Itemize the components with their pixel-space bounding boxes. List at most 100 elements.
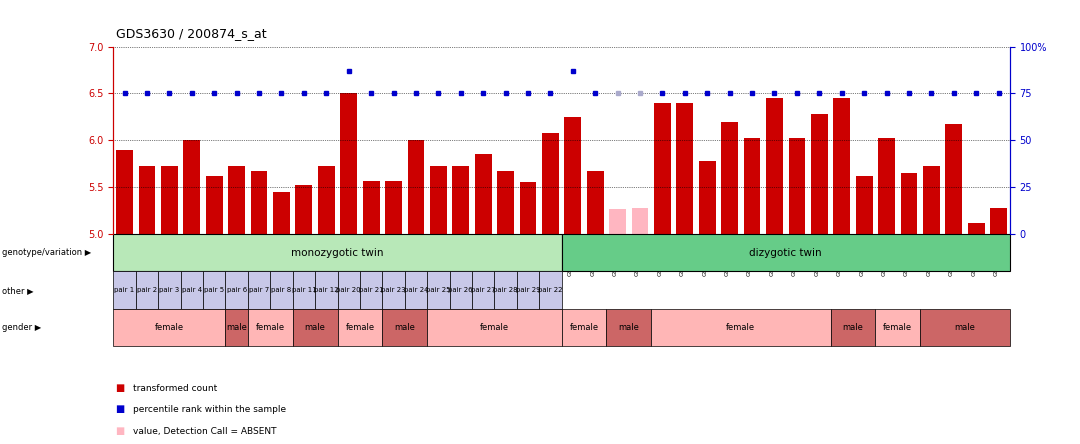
Text: female: female — [346, 323, 375, 332]
Bar — [945, 124, 962, 234]
Bar — [386, 182, 402, 234]
Text: pair 4: pair 4 — [181, 287, 202, 293]
Bar — [273, 192, 289, 234]
Bar — [766, 98, 783, 234]
Bar — [407, 140, 424, 234]
Text: male: male — [842, 323, 863, 332]
Text: male: male — [955, 323, 975, 332]
Bar — [744, 139, 760, 234]
Bar — [565, 117, 581, 234]
Bar — [517, 271, 539, 309]
Bar — [430, 166, 447, 234]
Bar — [363, 181, 379, 234]
Bar — [651, 309, 831, 346]
Bar — [296, 185, 312, 234]
Bar — [542, 133, 558, 234]
Bar — [472, 271, 495, 309]
Text: pair 20: pair 20 — [336, 287, 361, 293]
Text: pair 11: pair 11 — [292, 287, 316, 293]
Bar — [117, 150, 133, 234]
Text: male: male — [305, 323, 325, 332]
Bar — [184, 140, 200, 234]
Text: pair 22: pair 22 — [538, 287, 563, 293]
Bar — [360, 271, 382, 309]
Bar — [382, 309, 428, 346]
Bar — [251, 171, 268, 234]
Text: pair 28: pair 28 — [494, 287, 518, 293]
Bar — [428, 309, 562, 346]
Bar — [923, 166, 940, 234]
Text: male: male — [619, 323, 639, 332]
Text: pair 1: pair 1 — [114, 287, 135, 293]
Text: pair 12: pair 12 — [314, 287, 339, 293]
Text: male: male — [226, 323, 247, 332]
Text: pair 5: pair 5 — [204, 287, 225, 293]
Bar — [293, 271, 315, 309]
Text: female: female — [256, 323, 285, 332]
Bar — [428, 271, 449, 309]
Text: pair 23: pair 23 — [381, 287, 406, 293]
Bar — [228, 166, 245, 234]
Bar — [453, 166, 469, 234]
Bar — [113, 309, 226, 346]
Bar — [475, 155, 491, 234]
Text: female: female — [480, 323, 509, 332]
Bar — [834, 98, 850, 234]
Bar — [226, 309, 247, 346]
Bar — [831, 309, 876, 346]
Bar — [161, 166, 178, 234]
Text: pair 21: pair 21 — [359, 287, 383, 293]
Bar — [270, 271, 293, 309]
Bar — [248, 271, 270, 309]
Bar — [721, 122, 738, 234]
Bar — [586, 171, 604, 234]
Text: genotype/variation ▶: genotype/variation ▶ — [2, 248, 92, 257]
Bar — [113, 234, 562, 271]
Text: pair 7: pair 7 — [249, 287, 269, 293]
Text: GDS3630 / 200874_s_at: GDS3630 / 200874_s_at — [116, 27, 266, 40]
Bar — [676, 103, 693, 234]
Bar — [206, 176, 222, 234]
Text: pair 6: pair 6 — [227, 287, 246, 293]
Bar — [811, 114, 827, 234]
Bar — [901, 173, 917, 234]
Text: pair 3: pair 3 — [160, 287, 179, 293]
Text: pair 26: pair 26 — [448, 287, 473, 293]
Bar — [609, 209, 626, 234]
Bar — [539, 271, 562, 309]
Bar — [519, 182, 537, 234]
Bar — [699, 161, 716, 234]
Text: ■: ■ — [116, 383, 125, 393]
Bar — [788, 139, 806, 234]
Bar — [382, 271, 405, 309]
Text: female: female — [154, 323, 184, 332]
Bar — [226, 271, 247, 309]
Text: pair 27: pair 27 — [471, 287, 496, 293]
Bar — [136, 271, 158, 309]
Text: pair 29: pair 29 — [515, 287, 540, 293]
Text: pair 25: pair 25 — [427, 287, 450, 293]
Text: monozygotic twin: monozygotic twin — [292, 248, 383, 258]
Bar — [632, 208, 648, 234]
Bar — [878, 139, 895, 234]
Bar — [203, 271, 226, 309]
Bar — [318, 166, 335, 234]
Bar — [337, 309, 382, 346]
Bar — [337, 271, 360, 309]
Text: other ▶: other ▶ — [2, 285, 33, 295]
Bar — [607, 309, 651, 346]
Text: female: female — [727, 323, 755, 332]
Text: pair 2: pair 2 — [137, 287, 157, 293]
Bar — [113, 271, 136, 309]
Text: pair 8: pair 8 — [271, 287, 292, 293]
Bar — [158, 271, 180, 309]
Bar — [495, 271, 516, 309]
Bar — [876, 309, 920, 346]
Bar — [855, 176, 873, 234]
Bar — [138, 166, 156, 234]
Text: female: female — [883, 323, 913, 332]
Bar — [990, 208, 1007, 234]
Text: percentile rank within the sample: percentile rank within the sample — [133, 405, 286, 414]
Bar — [405, 271, 428, 309]
Text: ■: ■ — [116, 425, 125, 436]
